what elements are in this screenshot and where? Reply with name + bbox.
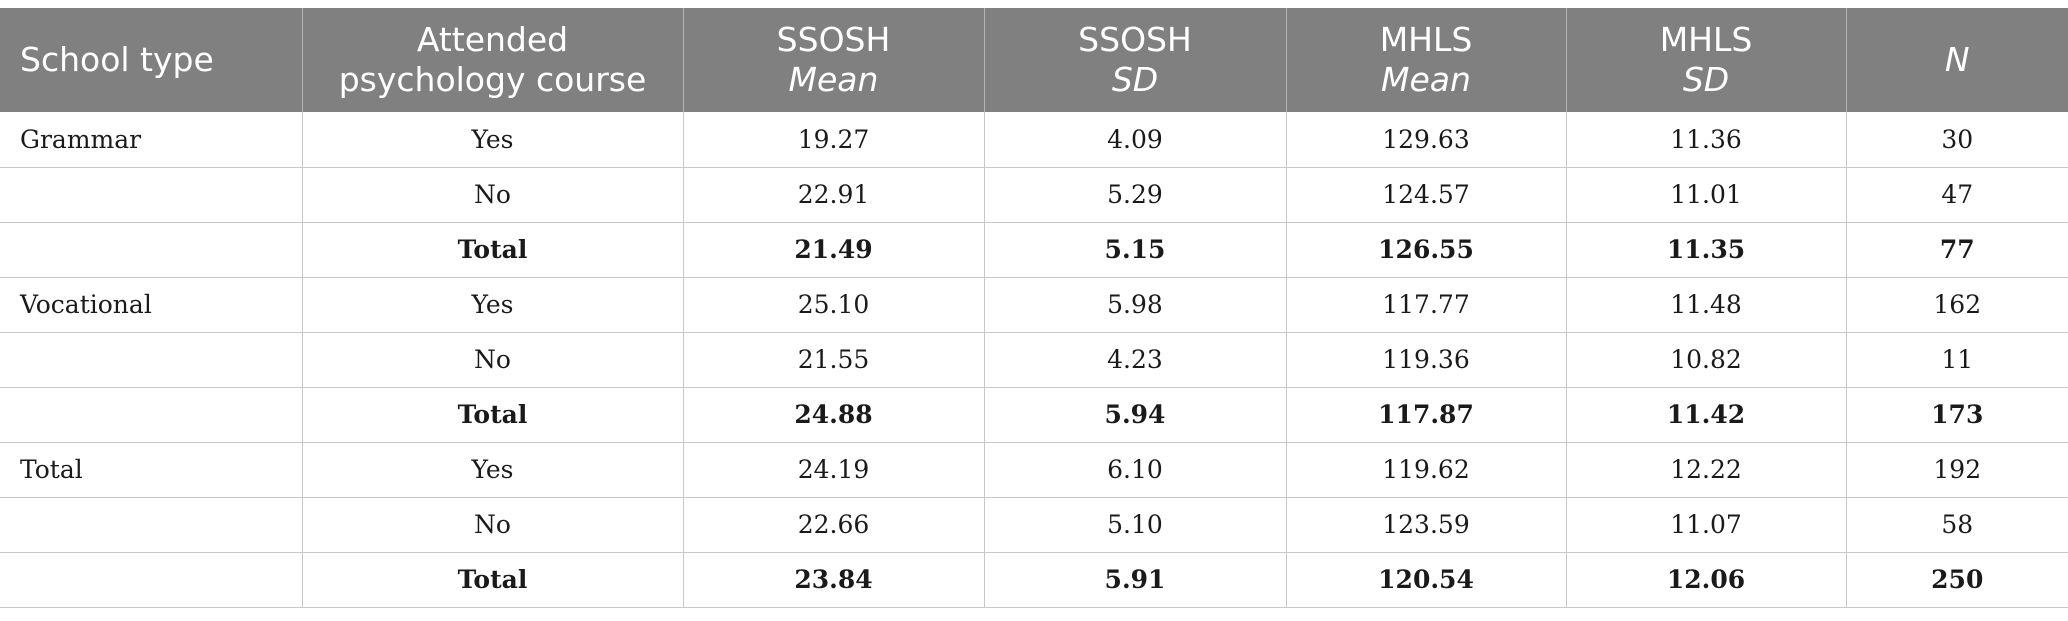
ssosh-sd-cell: 4.23 [984, 332, 1287, 388]
header-ssosh-sd-line1: SSOSH [1078, 20, 1192, 59]
mhls-sd-cell: 10.82 [1566, 332, 1847, 388]
mhls-mean-cell: 119.36 [1286, 332, 1567, 388]
header-attended-line1: Attended [416, 20, 569, 59]
ssosh-sd-cell: 5.94 [984, 387, 1287, 443]
school-type-cell: Vocational [0, 277, 303, 333]
ssosh-sd-cell: 5.91 [984, 552, 1287, 608]
n-cell: 47 [1846, 167, 2068, 223]
school-type-cell [0, 332, 303, 388]
ssosh-mean-cell: 21.55 [683, 332, 985, 388]
course-cell: Total [302, 222, 684, 278]
mhls-sd-cell: 11.48 [1566, 277, 1847, 333]
school-type-cell [0, 167, 303, 223]
course-cell: No [302, 332, 684, 388]
course-cell: No [302, 167, 684, 223]
header-n-label: N [1944, 40, 1970, 79]
n-cell: 173 [1846, 387, 2068, 443]
n-cell: 250 [1846, 552, 2068, 608]
table-row: Total 24.88 5.94 117.87 11.42 173 [0, 387, 2068, 443]
mhls-mean-cell: 129.63 [1286, 112, 1567, 168]
ssosh-sd-cell: 5.15 [984, 222, 1287, 278]
n-cell: 162 [1846, 277, 2068, 333]
header-mhls-sd: MHLS SD [1566, 8, 1847, 112]
header-row: School type Attended psychology course S… [0, 8, 2068, 112]
header-mhls-mean-line2: Mean [1381, 60, 1471, 99]
table-row: No 22.66 5.10 123.59 11.07 58 [0, 497, 2068, 553]
mhls-mean-cell: 126.55 [1286, 222, 1567, 278]
header-n: N [1846, 8, 2068, 112]
ssosh-sd-cell: 6.10 [984, 442, 1287, 498]
n-cell: 30 [1846, 112, 2068, 168]
table-row: Vocational Yes 25.10 5.98 117.77 11.48 162 [0, 277, 2068, 333]
header-mhls-mean: MHLS Mean [1286, 8, 1567, 112]
header-mhls-sd-line2: SD [1682, 60, 1730, 99]
mhls-sd-cell: 11.07 [1566, 497, 1847, 553]
ssosh-sd-cell: 5.10 [984, 497, 1287, 553]
school-type-cell [0, 387, 303, 443]
results-table: School type Attended psychology course S… [0, 8, 2068, 608]
course-cell: Total [302, 387, 684, 443]
mhls-mean-cell: 120.54 [1286, 552, 1567, 608]
course-cell: No [302, 497, 684, 553]
ssosh-sd-cell: 4.09 [984, 112, 1287, 168]
header-attended-line2: psychology course [338, 60, 647, 99]
header-ssosh-mean-line1: SSOSH [776, 20, 891, 59]
school-type-cell [0, 222, 303, 278]
table-row: Total 23.84 5.91 120.54 12.06 250 [0, 552, 2068, 608]
n-cell: 11 [1846, 332, 2068, 388]
table-header: School type Attended psychology course S… [0, 8, 2068, 112]
mhls-mean-cell: 124.57 [1286, 167, 1567, 223]
mhls-sd-cell: 11.42 [1566, 387, 1847, 443]
school-type-cell: Total [0, 442, 303, 498]
header-school-type-label: School type [20, 40, 214, 79]
header-mhls-sd-line1: MHLS [1659, 20, 1753, 59]
n-cell: 192 [1846, 442, 2068, 498]
header-ssosh-sd: SSOSH SD [984, 8, 1287, 112]
ssosh-mean-cell: 22.91 [683, 167, 985, 223]
course-cell: Yes [302, 277, 684, 333]
table-row: Grammar Yes 19.27 4.09 129.63 11.36 30 [0, 112, 2068, 168]
school-type-cell [0, 552, 303, 608]
table-row: No 22.91 5.29 124.57 11.01 47 [0, 167, 2068, 223]
header-mhls-mean-line1: MHLS [1379, 20, 1473, 59]
ssosh-sd-cell: 5.29 [984, 167, 1287, 223]
table-row: Total Yes 24.19 6.10 119.62 12.22 192 [0, 442, 2068, 498]
ssosh-mean-cell: 25.10 [683, 277, 985, 333]
mhls-sd-cell: 12.06 [1566, 552, 1847, 608]
ssosh-mean-cell: 21.49 [683, 222, 985, 278]
n-cell: 77 [1846, 222, 2068, 278]
n-cell: 58 [1846, 497, 2068, 553]
school-type-cell: Grammar [0, 112, 303, 168]
ssosh-mean-cell: 24.19 [683, 442, 985, 498]
course-cell: Yes [302, 112, 684, 168]
mhls-mean-cell: 117.77 [1286, 277, 1567, 333]
ssosh-mean-cell: 23.84 [683, 552, 985, 608]
header-school-type: School type [0, 8, 303, 112]
mhls-sd-cell: 12.22 [1566, 442, 1847, 498]
table-row: No 21.55 4.23 119.36 10.82 11 [0, 332, 2068, 388]
school-type-cell [0, 497, 303, 553]
mhls-mean-cell: 123.59 [1286, 497, 1567, 553]
ssosh-mean-cell: 24.88 [683, 387, 985, 443]
mhls-sd-cell: 11.36 [1566, 112, 1847, 168]
mhls-mean-cell: 119.62 [1286, 442, 1567, 498]
header-ssosh-sd-line2: SD [1111, 60, 1159, 99]
ssosh-mean-cell: 19.27 [683, 112, 985, 168]
mhls-sd-cell: 11.01 [1566, 167, 1847, 223]
table-row: Total 21.49 5.15 126.55 11.35 77 [0, 222, 2068, 278]
header-ssosh-mean: SSOSH Mean [683, 8, 985, 112]
ssosh-mean-cell: 22.66 [683, 497, 985, 553]
header-attended-course: Attended psychology course [302, 8, 684, 112]
course-cell: Total [302, 552, 684, 608]
ssosh-sd-cell: 5.98 [984, 277, 1287, 333]
course-cell: Yes [302, 442, 684, 498]
mhls-sd-cell: 11.35 [1566, 222, 1847, 278]
table-body: Grammar Yes 19.27 4.09 129.63 11.36 30 No 22.91 5… [0, 112, 2068, 608]
header-ssosh-mean-line2: Mean [788, 60, 879, 99]
mhls-mean-cell: 117.87 [1286, 387, 1567, 443]
